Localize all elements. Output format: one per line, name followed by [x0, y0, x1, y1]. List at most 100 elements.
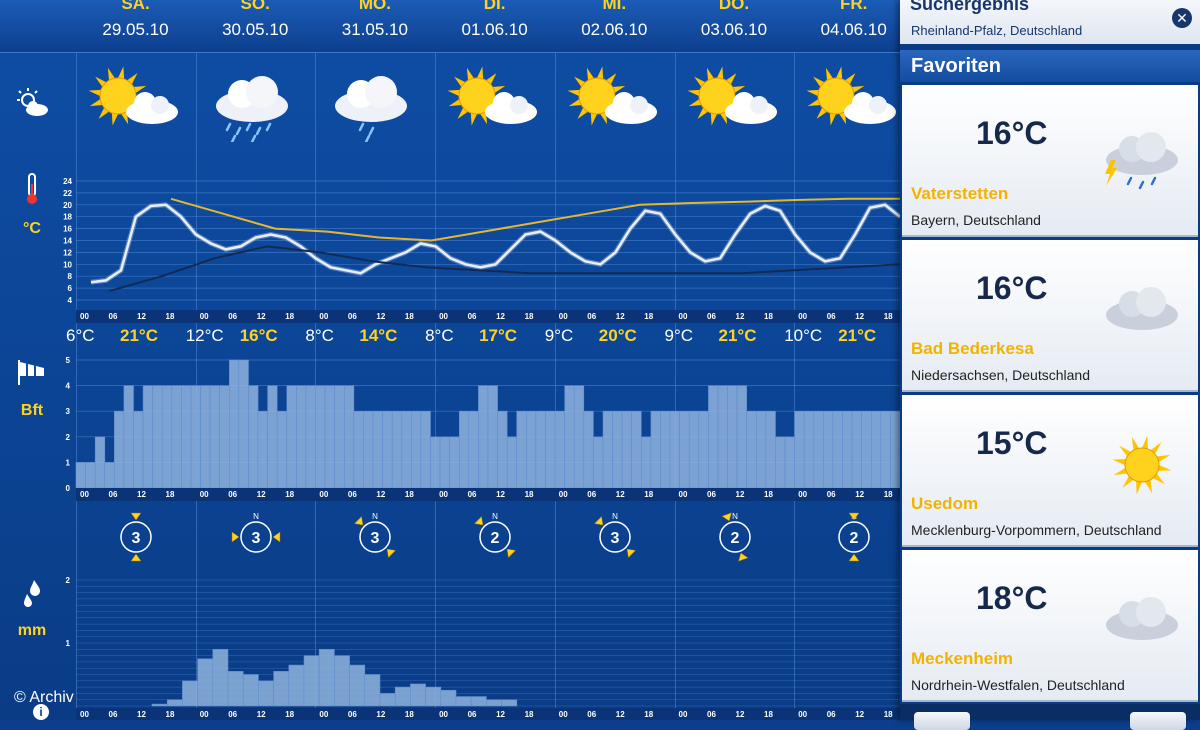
wind-bar — [679, 410, 690, 489]
temperature-chart: 4 6 8 10 12 14 16 18 20 22 24 — [63, 177, 900, 305]
wind-bar — [152, 385, 163, 489]
day-date: 29.05.10 — [102, 20, 169, 39]
y-tick: 0 — [66, 484, 71, 493]
day-column-5[interactable]: DO. 03.06.10 — [675, 0, 794, 40]
day-column-2[interactable]: MO. 31.05.10 — [315, 0, 434, 40]
copyright-credit: © Archiv — [14, 689, 74, 706]
favorite-temp: 15°C — [976, 425, 1048, 461]
y-tick: 12 — [63, 248, 72, 257]
favorite-card[interactable]: 16°C Vaterstetten Bayern, Deutschland — [902, 85, 1198, 237]
hour-tick: 12 — [137, 312, 146, 321]
info-icon[interactable]: i — [33, 704, 49, 720]
wind-bar — [497, 410, 508, 489]
search-result-title: Suchergebnis — [910, 0, 1030, 14]
wind-bar — [458, 410, 470, 489]
svg-text:N: N — [732, 512, 738, 521]
wind-unit-label: Bft — [20, 402, 44, 419]
wind-bar — [669, 410, 680, 489]
rain-bar — [440, 689, 457, 707]
max-temp: 14°C — [359, 326, 398, 345]
wind-bar — [286, 385, 297, 489]
day-column-0[interactable]: SA. 29.05.10 — [76, 0, 195, 40]
wind-bar — [650, 410, 661, 489]
max-temp: 17°C — [479, 326, 518, 345]
settings-button[interactable] — [1130, 712, 1186, 730]
wind-force: 3 — [610, 530, 619, 547]
hour-tick: 12 — [735, 312, 745, 321]
edit-button[interactable] — [914, 712, 970, 730]
day-date: 04.06.10 — [820, 20, 887, 39]
day-column-4[interactable]: MI. 02.06.10 — [555, 0, 674, 40]
rain-bar — [334, 655, 350, 707]
hour-tick: 18 — [883, 312, 893, 321]
wind-bar — [746, 410, 757, 489]
wind-bar — [755, 410, 767, 489]
wind-bar — [717, 385, 728, 489]
favorite-card[interactable]: 16°C Bad Bederkesa Niedersachsen, Deutschl… — [902, 240, 1198, 392]
y-tick: 1 — [66, 639, 71, 648]
temp-unit-label: °C — [23, 220, 41, 237]
hour-tick: 18 — [764, 490, 773, 499]
sun-cloud-icon — [681, 62, 781, 142]
day-column-6[interactable]: FR. 04.06.10 — [794, 0, 900, 40]
favorite-card[interactable]: 15°C Usedom Mecklenburg-Vorpommern, Deutsc… — [902, 395, 1198, 547]
rain-bar — [425, 686, 442, 707]
hour-tick: 00 — [80, 710, 89, 719]
wind-bar — [727, 385, 738, 489]
rain-bar — [227, 671, 244, 707]
rain-bar — [258, 680, 274, 707]
hour-tick: 18 — [285, 312, 295, 321]
day-divider — [76, 52, 77, 720]
wind-bar — [133, 410, 144, 489]
favorite-city: Meckenheim — [911, 649, 1014, 668]
hour-tick: 06 — [826, 312, 836, 321]
min-temp: 8°C — [425, 326, 454, 345]
wind-bar — [468, 410, 479, 489]
rain-bar — [197, 658, 214, 707]
sun-cloud-icon — [441, 62, 541, 142]
wind-chart: 0 1 2 3 4 5 — [66, 356, 900, 493]
wind-bar — [276, 410, 288, 489]
day-column-3[interactable]: DI. 01.06.10 — [435, 0, 554, 40]
hour-tick: 06 — [707, 490, 716, 499]
hour-tick: 00 — [798, 312, 808, 321]
hour-tick: 18 — [883, 710, 893, 719]
wind-bar — [593, 436, 604, 489]
hour-tick: 06 — [467, 710, 477, 719]
close-icon[interactable]: ✕ — [1172, 8, 1192, 28]
y-tick: 8 — [68, 272, 73, 281]
wind-bar — [842, 410, 853, 489]
hour-tick: 00 — [439, 490, 448, 499]
rain-bar — [288, 664, 305, 707]
hour-tick: 00 — [678, 312, 688, 321]
hour-tick: 12 — [376, 710, 386, 719]
hour-tick: 00 — [199, 490, 209, 499]
hour-tick: 00 — [798, 710, 808, 719]
wind-bar — [708, 385, 719, 489]
cloud-icon — [1097, 585, 1187, 655]
hour-tick: 00 — [678, 490, 688, 499]
hour-tick: 18 — [404, 490, 414, 499]
favorite-card[interactable]: 18°C Meckenheim Nordrhein-Westfalen, Deuts… — [902, 550, 1198, 702]
sun-cloud-icon — [800, 62, 900, 142]
hour-tick: 00 — [199, 312, 209, 321]
wind-bar — [75, 462, 86, 489]
favorite-region: Nordrhein-Westfalen, Deutschland — [911, 677, 1125, 693]
hour-tick: 00 — [80, 490, 89, 499]
wind-bar — [296, 385, 307, 489]
wind-bar — [430, 436, 441, 489]
wind-bar — [123, 385, 134, 489]
hour-tick: 18 — [524, 710, 534, 719]
hour-tick: 12 — [496, 312, 505, 321]
thunderstorm-icon — [1097, 120, 1187, 190]
wind-bar — [640, 436, 652, 489]
min-temp: 12°C — [185, 326, 224, 345]
search-result-header[interactable]: Suchergebnis Rheinland-Pfalz, Deutschlan… — [900, 0, 1200, 44]
day-column-1[interactable]: SO. 30.05.10 — [196, 0, 315, 40]
hour-tick: 18 — [285, 710, 295, 719]
hour-tick: 18 — [285, 490, 295, 499]
wind-bar — [114, 410, 125, 489]
wind-bar — [305, 385, 316, 489]
